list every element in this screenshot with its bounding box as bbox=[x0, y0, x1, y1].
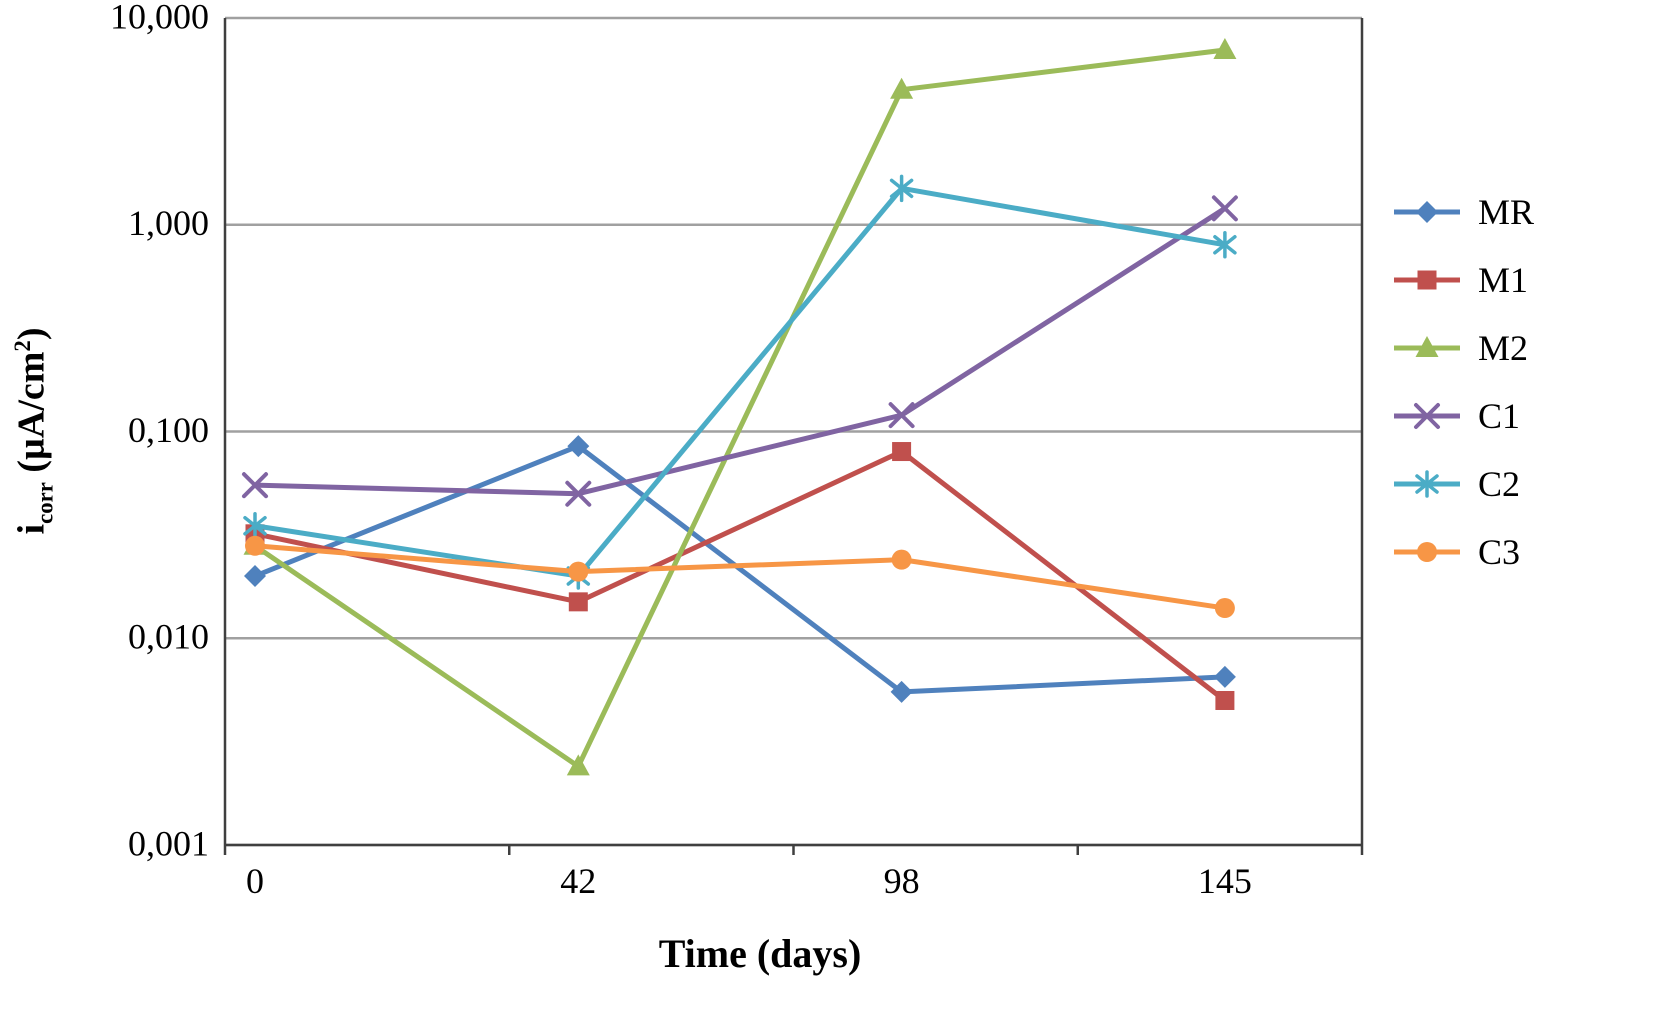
legend-label-MR: MR bbox=[1478, 192, 1535, 232]
legend-item-C3: C3 bbox=[1392, 518, 1534, 586]
legend-diamond-sample bbox=[1394, 201, 1460, 223]
legend-item-C2: C2 bbox=[1392, 450, 1534, 518]
square-marker-icon bbox=[892, 442, 912, 462]
y-axis-title-superscript: 2 bbox=[10, 340, 36, 352]
triangle-marker-icon bbox=[1415, 336, 1439, 357]
y-tick-label: 1,000 bbox=[128, 203, 209, 243]
legend-item-M2: M2 bbox=[1392, 314, 1534, 382]
legend-asterisk-sample bbox=[1394, 470, 1460, 498]
legend-item-MR: MR bbox=[1392, 178, 1534, 246]
legend: MR M1 M2 C1 C2 C3 bbox=[1392, 178, 1534, 586]
asterisk-marker-icon bbox=[1213, 231, 1237, 259]
square-marker-icon bbox=[568, 592, 588, 612]
diamond-marker-icon bbox=[890, 680, 913, 703]
x-tick-label: 145 bbox=[1198, 861, 1252, 901]
x-marker-icon bbox=[1414, 403, 1440, 429]
axes bbox=[223, 18, 1364, 855]
diamond-marker-icon bbox=[1213, 665, 1236, 688]
circle-marker-icon bbox=[1214, 598, 1235, 619]
y-axis-title: icorr (µA/cm2) bbox=[10, 328, 59, 535]
triangle-marker-icon bbox=[566, 754, 590, 776]
square-marker-icon bbox=[1417, 270, 1437, 290]
circle-marker-icon bbox=[245, 535, 265, 556]
circle-marker-icon bbox=[1417, 542, 1437, 562]
series-C3 bbox=[245, 535, 1235, 619]
triangle-marker-icon bbox=[890, 77, 914, 99]
legend-label-M2: M2 bbox=[1478, 328, 1529, 368]
series-C3-line bbox=[252, 543, 1228, 611]
legend-item-C1: C1 bbox=[1392, 382, 1534, 450]
y-tick-label: 0,100 bbox=[128, 410, 209, 450]
x-marker-icon bbox=[565, 480, 592, 507]
circle-marker-icon bbox=[891, 549, 912, 570]
y-axis-title-unit: (µA/cm bbox=[10, 351, 53, 483]
series-MR-line bbox=[252, 443, 1228, 695]
series-C2-line bbox=[252, 185, 1228, 579]
series-MR bbox=[244, 435, 1236, 703]
gridlines bbox=[225, 16, 1362, 847]
legend-item-M1: M1 bbox=[1392, 246, 1534, 314]
x-marker-icon bbox=[1211, 195, 1238, 222]
series-M2 bbox=[243, 38, 1237, 776]
legend-triangle-sample bbox=[1394, 336, 1460, 357]
series-M1-line bbox=[252, 449, 1228, 703]
diamond-marker-icon bbox=[244, 565, 266, 588]
legend-label-C1: C1 bbox=[1478, 396, 1521, 436]
series-C1-line bbox=[252, 205, 1228, 497]
x-tick-label: 42 bbox=[560, 861, 596, 901]
y-tick-label: 10,000 bbox=[110, 0, 209, 36]
circle-marker-icon bbox=[568, 561, 589, 582]
y-axis-title-symbol: i bbox=[10, 523, 53, 535]
x-axis-title: Time (days) bbox=[658, 931, 862, 976]
y-axis-title-close: ) bbox=[10, 327, 53, 341]
y-axis-title-subscript: corr bbox=[32, 482, 58, 524]
legend-label-C3: C3 bbox=[1478, 532, 1521, 572]
series-M1 bbox=[245, 442, 1235, 710]
legend-x-sample bbox=[1394, 403, 1460, 429]
asterisk-marker-icon bbox=[243, 512, 267, 540]
x-tick-label: 0 bbox=[246, 861, 264, 901]
legend-circle-sample bbox=[1394, 542, 1460, 562]
diamond-marker-icon bbox=[567, 435, 590, 458]
asterisk-marker-icon bbox=[889, 174, 914, 203]
series-M2-line bbox=[252, 47, 1228, 769]
y-tick-label: 0,001 bbox=[128, 823, 209, 863]
asterisk-marker-icon bbox=[1415, 470, 1439, 498]
legend-label-C2: C2 bbox=[1478, 464, 1521, 504]
y-tick-label: 0,010 bbox=[128, 617, 209, 657]
square-marker-icon bbox=[1215, 690, 1235, 710]
diamond-marker-icon bbox=[1416, 201, 1438, 223]
legend-label-M1: M1 bbox=[1478, 260, 1529, 300]
legend-square-sample bbox=[1394, 270, 1460, 290]
series-C1 bbox=[242, 195, 1238, 507]
x-marker-icon bbox=[242, 472, 268, 499]
triangle-marker-icon bbox=[1213, 38, 1237, 60]
x-tick-label: 98 bbox=[884, 861, 920, 901]
x-marker-icon bbox=[888, 402, 915, 429]
